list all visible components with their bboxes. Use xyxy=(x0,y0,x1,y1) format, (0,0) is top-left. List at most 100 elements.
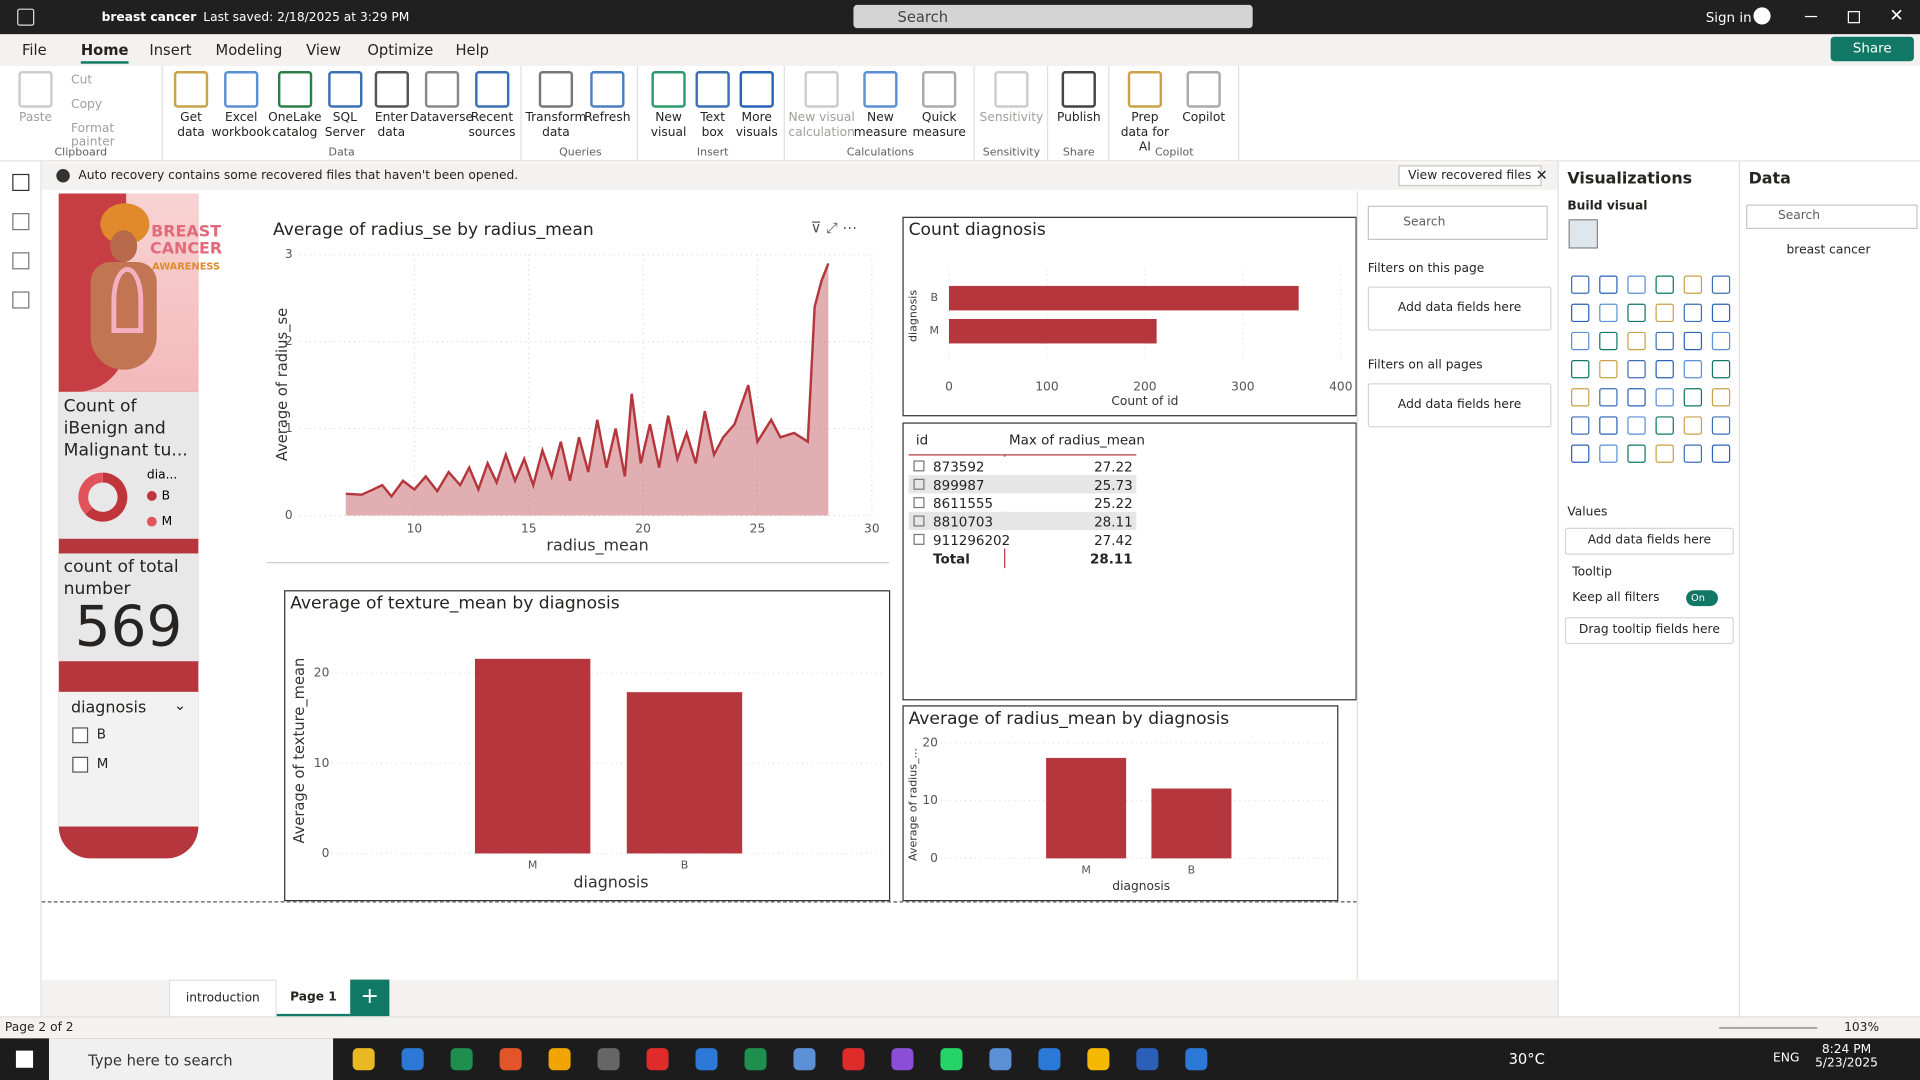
data-search[interactable]: Search xyxy=(1746,204,1918,229)
taskbar-app[interactable] xyxy=(1038,1048,1061,1071)
visual-frame[interactable]: Average of radius_mean by diagnosis diagn… xyxy=(902,705,1339,902)
ribbon-item[interactable]: Quick measure xyxy=(912,66,966,141)
visual-type-icon[interactable] xyxy=(1599,360,1618,379)
toggle[interactable]: On xyxy=(1686,590,1718,607)
start-button[interactable] xyxy=(15,1050,34,1068)
ribbon-item[interactable]: Get data xyxy=(168,66,214,141)
visual-type-icon[interactable] xyxy=(1627,275,1646,294)
visual-frame[interactable]: Average of texture_mean by diagnosis diag… xyxy=(284,590,891,902)
taskbar-app[interactable] xyxy=(793,1048,816,1071)
visual-type-icon[interactable] xyxy=(1571,416,1590,435)
menu-tab[interactable]: Modeling xyxy=(215,41,283,59)
visual-type-icon[interactable] xyxy=(1627,444,1646,463)
taskbar-app[interactable] xyxy=(695,1048,718,1071)
visual-type-icon[interactable] xyxy=(1627,416,1646,435)
expand-icon[interactable] xyxy=(913,533,925,545)
ribbon-item[interactable]: Prep data for AI xyxy=(1118,66,1172,155)
notice-close[interactable]: ✕ xyxy=(1535,166,1548,184)
visual-type-icon[interactable] xyxy=(1599,331,1618,351)
ribbon-small-item[interactable]: Copy xyxy=(71,97,103,112)
taskbar-app[interactable] xyxy=(352,1048,375,1071)
model-view[interactable] xyxy=(12,252,30,270)
expand-icon[interactable] xyxy=(913,460,925,472)
taskbar-app[interactable] xyxy=(1185,1048,1208,1071)
ribbon-small-item[interactable]: Cut xyxy=(71,73,93,87)
tooltip-drop-zone[interactable]: Drag tooltip fields here xyxy=(1564,617,1734,645)
ribbon-item[interactable]: New measure xyxy=(853,66,907,141)
zoom-slider[interactable] xyxy=(1719,1027,1818,1029)
add-page[interactable]: + xyxy=(350,979,390,1017)
visual-type-icon[interactable] xyxy=(1655,360,1674,379)
ribbon-item[interactable]: New visual xyxy=(647,66,691,141)
checkbox[interactable] xyxy=(72,727,89,744)
visual-type-icon[interactable] xyxy=(1683,360,1703,379)
visual-frame[interactable]: Count diagnosis Count of id diagnosis 0 100 2… xyxy=(902,216,1357,417)
menu-tab[interactable]: Optimize xyxy=(367,41,434,59)
ribbon-item[interactable]: OneLake catalog xyxy=(268,66,322,141)
taskbar-search[interactable]: Type here to search xyxy=(48,1038,334,1080)
ribbon-item[interactable]: Publish xyxy=(1054,66,1103,126)
taskbar-app[interactable] xyxy=(401,1048,424,1071)
slicer-option[interactable]: M xyxy=(96,755,109,772)
dax-view[interactable] xyxy=(12,291,30,309)
visual-type-icon[interactable] xyxy=(1627,360,1646,379)
table-visual[interactable]: id Max of radius_mean 873592 27.22 899987 25.… xyxy=(902,422,1357,701)
visual-type-icon[interactable] xyxy=(1655,388,1674,407)
maximize[interactable] xyxy=(1847,11,1860,24)
visual-type-icon[interactable] xyxy=(1655,444,1674,463)
ribbon-item[interactable]: Sensitivity xyxy=(980,66,1043,126)
visual-type-icon[interactable] xyxy=(1571,331,1590,351)
expand-icon[interactable] xyxy=(913,515,925,527)
visual-type-icon[interactable] xyxy=(1599,275,1618,294)
visual-type-icon[interactable] xyxy=(1655,331,1674,351)
taskbar-app[interactable] xyxy=(499,1048,522,1071)
view-recovered-button[interactable]: View recovered files xyxy=(1398,165,1542,187)
ribbon-small-item[interactable]: Format painter xyxy=(71,122,115,150)
taskbar-app[interactable] xyxy=(940,1048,963,1071)
menu-tab[interactable]: View xyxy=(306,41,342,59)
taskbar-app[interactable] xyxy=(450,1048,473,1071)
ribbon-item[interactable]: Refresh xyxy=(583,66,632,141)
ribbon-item[interactable]: SQL Server xyxy=(322,66,368,141)
slicer-chevron[interactable]: ⌄ xyxy=(173,696,187,714)
visual-frame[interactable]: Average of radius_se by radius_mean radiu… xyxy=(266,216,889,564)
close[interactable]: ✕ xyxy=(1889,6,1904,26)
visual-type-icon[interactable] xyxy=(1683,388,1703,407)
taskbar-app[interactable] xyxy=(597,1048,620,1071)
visual-type-icon[interactable] xyxy=(1711,360,1731,379)
visual-type-icon[interactable] xyxy=(1599,303,1618,323)
filter-drop-zone[interactable]: Add data fields here xyxy=(1367,383,1552,428)
ribbon-item[interactable]: Paste xyxy=(9,66,63,126)
expand-icon[interactable] xyxy=(913,478,925,490)
visual-type-icon[interactable] xyxy=(1599,388,1618,407)
taskbar-app[interactable] xyxy=(1087,1048,1110,1071)
table-view[interactable] xyxy=(12,213,30,231)
avatar[interactable] xyxy=(1753,7,1771,25)
data-table[interactable]: breast cancer xyxy=(1786,243,1871,258)
ribbon-item[interactable]: Excel workbook xyxy=(211,66,271,141)
last-saved[interactable]: Last saved: 2/18/2025 at 3:29 PM xyxy=(203,11,410,25)
visual-type-icon[interactable] xyxy=(1655,416,1674,435)
visual-type-icon[interactable] xyxy=(1655,275,1674,294)
ribbon-item[interactable]: More visuals xyxy=(735,66,779,141)
visual-type-icon[interactable] xyxy=(1571,275,1590,294)
visual-type-icon[interactable] xyxy=(1571,444,1590,463)
taskbar-app[interactable] xyxy=(548,1048,571,1071)
filter-search[interactable]: Search xyxy=(1367,205,1548,240)
taskbar-app[interactable] xyxy=(646,1048,669,1071)
taskbar-app[interactable] xyxy=(1136,1048,1159,1071)
visual-type-icon[interactable] xyxy=(1711,416,1731,435)
visual-type-icon[interactable] xyxy=(1571,360,1590,379)
checkbox[interactable] xyxy=(72,756,89,773)
taskbar-app[interactable] xyxy=(891,1048,914,1071)
visual-type-icon[interactable] xyxy=(1655,303,1674,323)
filter-drop-zone[interactable]: Add data fields here xyxy=(1367,286,1552,331)
slicer-option[interactable]: B xyxy=(96,726,106,743)
visual-type-icon[interactable] xyxy=(1711,303,1731,323)
menu-tab[interactable]: Insert xyxy=(149,41,192,59)
values-drop-zone[interactable]: Add data fields here xyxy=(1564,527,1734,555)
ribbon-item[interactable]: Dataverse xyxy=(410,66,473,141)
search-box[interactable]: Search xyxy=(853,4,1253,29)
minimize[interactable] xyxy=(1804,15,1818,18)
visual-type-icon[interactable] xyxy=(1683,303,1703,323)
